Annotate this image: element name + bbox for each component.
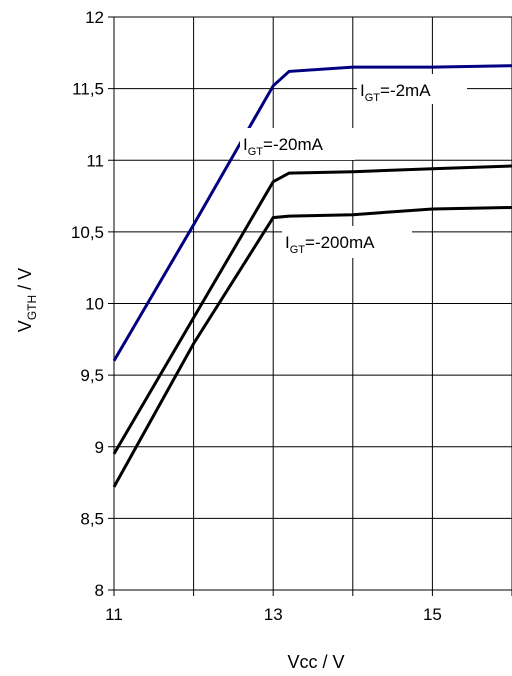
grid	[108, 16, 512, 596]
y-tick-label: 12	[85, 8, 104, 27]
tick-labels: 8 8,5 9 9,5 10 10,5 11 11,5 12 11 13 15	[71, 8, 442, 624]
annotation-sub: GT	[365, 92, 381, 104]
annotation-rest: =-200mA	[305, 233, 375, 252]
x-axis-title: Vcc / V	[287, 652, 344, 672]
annotation-main: I	[360, 81, 365, 100]
series-lines	[112, 64, 512, 488]
annotation-main: I	[243, 135, 248, 154]
y-tick-label: 11	[86, 151, 104, 170]
svg-text:IGT=-2mA: IGT=-2mA	[360, 81, 431, 104]
annotation-igt-2ma: IGT=-2mA	[357, 74, 467, 104]
x-tick-label: 15	[423, 605, 442, 624]
y-tick-label: 8	[95, 581, 104, 600]
x-tick-label: 13	[264, 605, 283, 624]
annotation-rest: =-2mA	[380, 81, 431, 100]
x-tick-label: 11	[105, 605, 123, 624]
annotation-background	[282, 226, 412, 258]
y-tick-label: 9,5	[80, 366, 104, 385]
y-axis-title-sub: GTH	[25, 295, 39, 320]
y-tick-label: 9	[95, 438, 104, 457]
y-tick-label: 10	[85, 295, 104, 314]
series-line-1	[112, 164, 512, 455]
y-axis-title: VGTH / V	[15, 268, 39, 332]
y-tick-label: 8,5	[80, 509, 104, 528]
series-line-0	[112, 64, 512, 362]
annotation-igt-200ma: IGT=-200mA	[282, 226, 412, 258]
annotation-main: I	[285, 233, 290, 252]
annotation-sub: GT	[248, 146, 264, 158]
y-axis-title-suffix: / V	[15, 268, 35, 295]
annotation-background	[357, 74, 467, 104]
annotation-igt-20ma: IGT=-20mA	[240, 128, 355, 160]
series-line-2	[112, 206, 512, 488]
y-tick-label: 11,5	[72, 80, 104, 99]
annotation-sub: GT	[290, 244, 306, 256]
y-axis-title-main: V	[15, 320, 35, 332]
svg-text:IGT=-200mA: IGT=-200mA	[285, 233, 375, 256]
annotation-rest: =-20mA	[263, 135, 324, 154]
annotation-background	[240, 128, 355, 160]
annotations: IGT=-2mA IGT=-20mA IGT=-200mA	[240, 74, 467, 258]
y-tick-label: 10,5	[71, 223, 104, 242]
svg-text:IGT=-20mA: IGT=-20mA	[243, 135, 324, 158]
